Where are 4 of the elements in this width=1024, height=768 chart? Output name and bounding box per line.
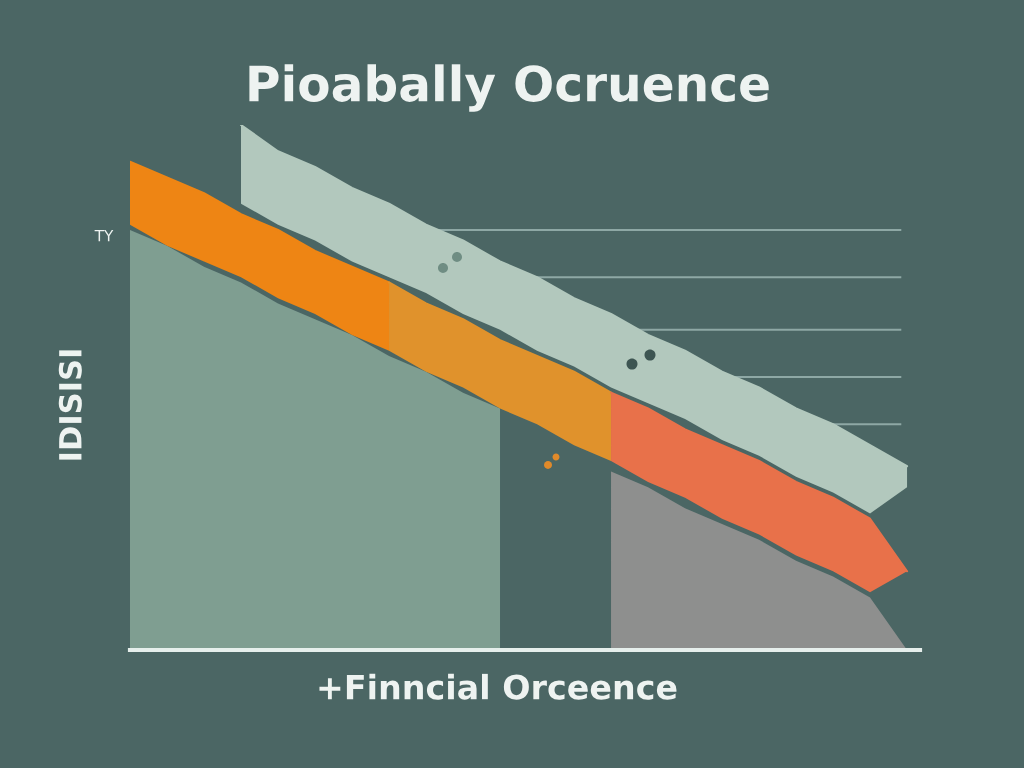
x-axis-title: +Finncial Orceence: [319, 673, 677, 700]
y-axis-title: IDISISI: [58, 350, 82, 460]
text: TY: [94, 230, 114, 242]
chart-title: Pioabally Ocruence: [249, 64, 769, 112]
